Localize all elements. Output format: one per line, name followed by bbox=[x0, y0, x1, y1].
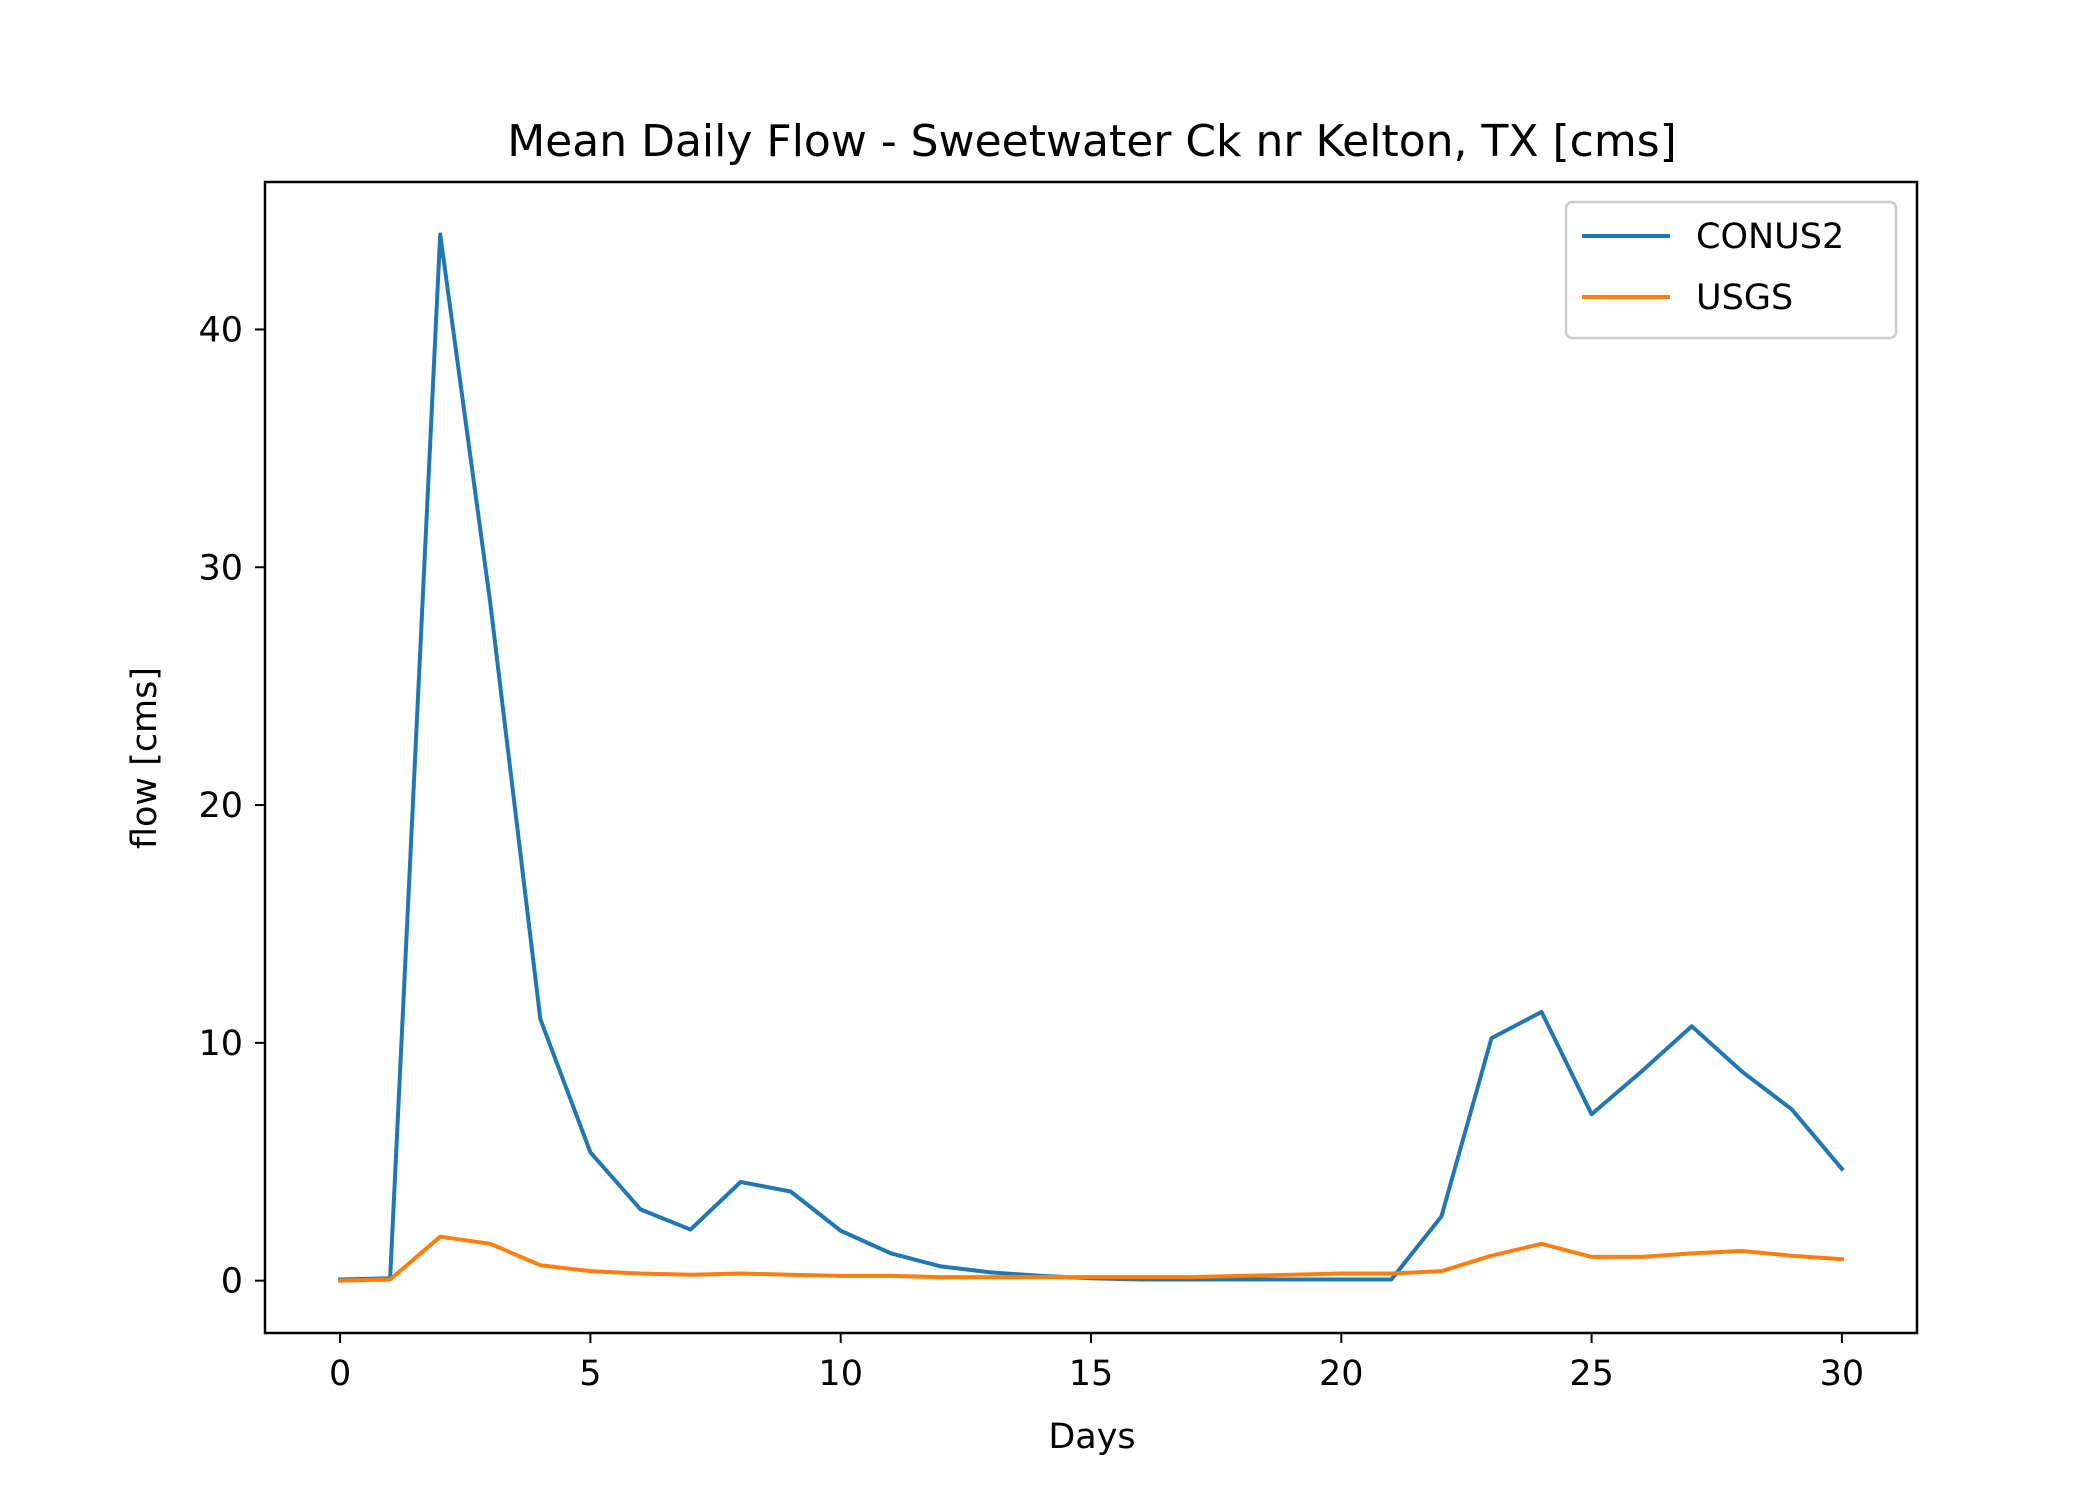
series-layer bbox=[338, 232, 1845, 1283]
x-tick-label: 30 bbox=[1820, 1354, 1865, 1394]
y-tick-label: 0 bbox=[221, 1262, 243, 1302]
x-tick-label: 20 bbox=[1319, 1354, 1364, 1394]
legend-label: CONUS2 bbox=[1696, 217, 1844, 257]
y-tick-label: 30 bbox=[198, 548, 243, 588]
x-tick-label: 5 bbox=[579, 1354, 601, 1394]
x-axis-label: Days bbox=[1048, 1417, 1135, 1457]
y-axis: 0 10 20 30 40 bbox=[198, 310, 265, 1302]
x-axis: 0 5 10 15 20 25 30 bbox=[329, 1333, 1864, 1394]
x-tick-label: 25 bbox=[1569, 1354, 1614, 1394]
y-tick-label: 20 bbox=[198, 786, 243, 826]
y-tick-label: 40 bbox=[198, 310, 243, 350]
x-tick-label: 0 bbox=[329, 1354, 351, 1394]
legend: CONUS2 USGS bbox=[1564, 200, 1898, 340]
x-tick-label: 15 bbox=[1069, 1354, 1114, 1394]
legend-label: USGS bbox=[1696, 278, 1793, 318]
chart-title: Mean Daily Flow - Sweetwater Ck nr Kelto… bbox=[507, 116, 1677, 167]
y-tick-label: 10 bbox=[198, 1024, 243, 1064]
series-line-usgs bbox=[338, 1234, 1845, 1283]
y-axis-label: flow [cms] bbox=[125, 667, 165, 849]
x-tick-label: 10 bbox=[818, 1354, 863, 1394]
